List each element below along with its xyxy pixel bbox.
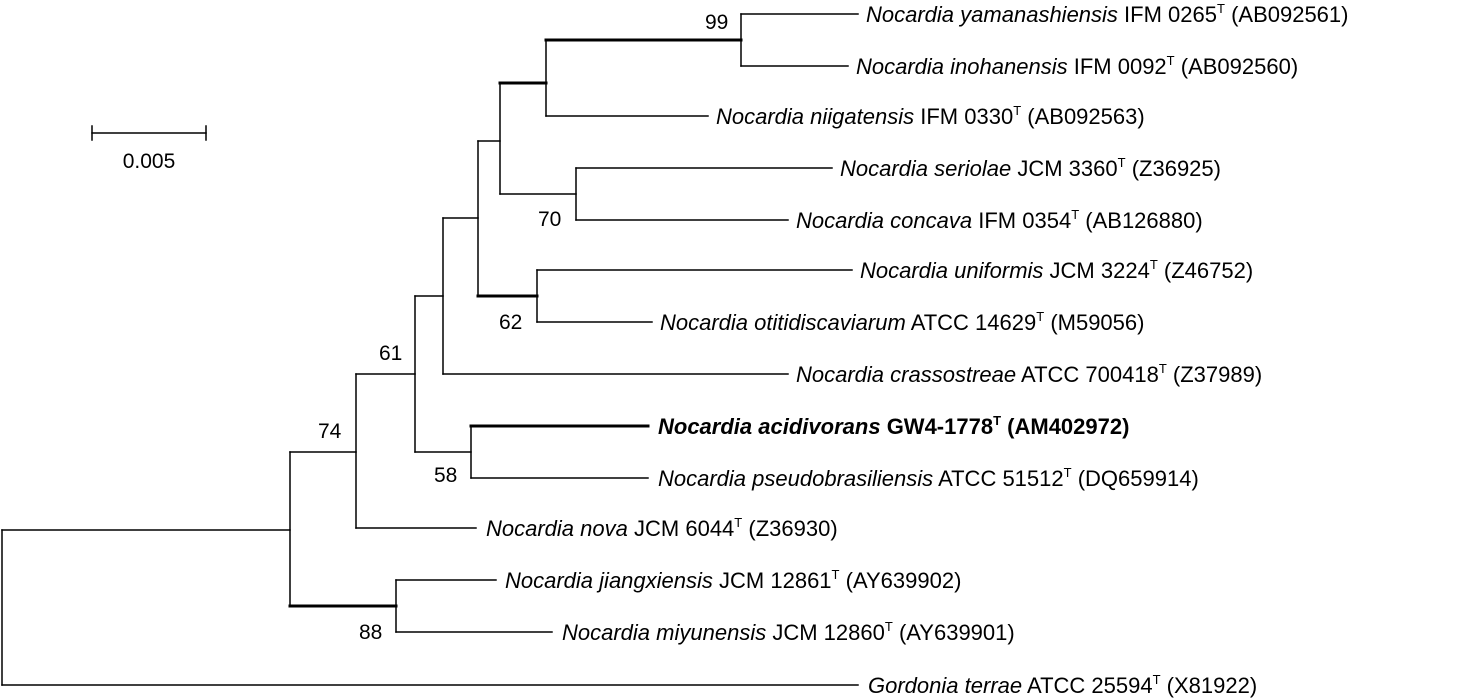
bootstrap-61: 61 <box>379 342 402 365</box>
taxon-label-nova: Nocardia nova JCM 6044T (Z36930) <box>486 515 838 541</box>
taxon-label-yamanashiensis: Nocardia yamanashiensis IFM 0265T (AB092… <box>866 1 1348 27</box>
bootstrap-62: 62 <box>499 311 522 334</box>
tree-branches <box>1 13 859 686</box>
taxon-label-otitidiscaviarum: Nocardia otitidiscaviarum ATCC 14629T (M… <box>660 309 1144 335</box>
bootstrap-58: 58 <box>434 464 457 487</box>
taxon-label-pseudobrasiliensis: Nocardia pseudobrasiliensis ATCC 51512T … <box>658 465 1199 491</box>
bootstrap-74: 74 <box>318 420 342 443</box>
bootstrap-99: 99 <box>705 11 728 34</box>
bootstrap-values: 99 70 62 61 58 74 88 <box>318 11 728 644</box>
bootstrap-70: 70 <box>538 208 561 231</box>
taxon-labels: Nocardia yamanashiensis IFM 0265T (AB092… <box>486 1 1348 698</box>
scale-bar: 0.005 <box>91 125 207 173</box>
taxon-label-jiangxiensis: Nocardia jiangxiensis JCM 12861T (AY6399… <box>505 567 961 593</box>
taxon-label-seriolae: Nocardia seriolae JCM 3360T (Z36925) <box>840 155 1221 181</box>
bootstrap-88: 88 <box>359 621 382 644</box>
scale-bar-label: 0.005 <box>123 150 176 173</box>
taxon-label-niigatensis: Nocardia niigatensis IFM 0330T (AB092563… <box>716 103 1145 129</box>
taxon-label-miyunensis: Nocardia miyunensis JCM 12860T (AY639901… <box>562 619 1015 645</box>
taxon-label-concava: Nocardia concava IFM 0354T (AB126880) <box>796 207 1203 233</box>
taxon-label-crassostreae: Nocardia crassostreae ATCC 700418T (Z379… <box>796 361 1262 387</box>
taxon-label-acidivorans: Nocardia acidivorans GW4-1778T (AM402972… <box>658 413 1129 439</box>
taxon-label-uniformis: Nocardia uniformis JCM 3224T (Z46752) <box>860 257 1253 283</box>
taxon-label-terrae: Gordonia terrae ATCC 25594T (X81922) <box>868 672 1257 698</box>
taxon-label-inohanensis: Nocardia inohanensis IFM 0092T (AB092560… <box>856 53 1298 79</box>
